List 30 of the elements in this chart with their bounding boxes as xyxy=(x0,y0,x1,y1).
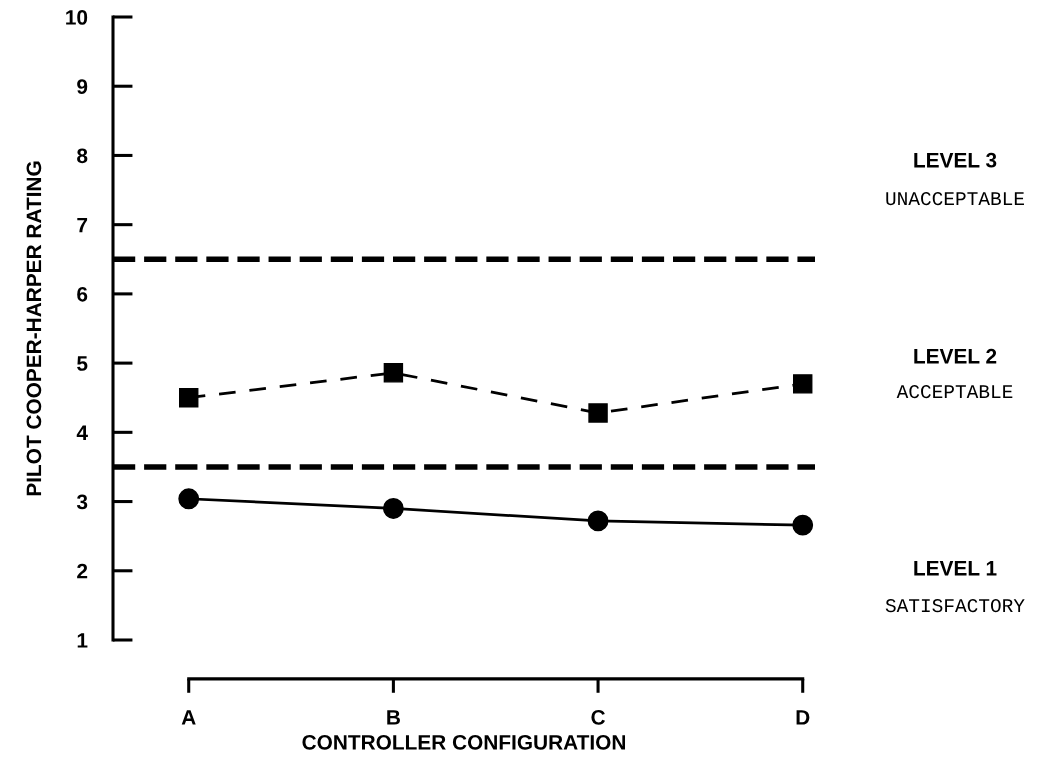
text: ACCEPTABLE xyxy=(896,385,1013,399)
y-tick-label: 7 xyxy=(77,217,88,233)
text: SATISFACTORY xyxy=(885,599,1025,613)
y-tick-label: 5 xyxy=(77,356,88,371)
x-tick-label: A xyxy=(181,710,196,725)
point xyxy=(178,488,200,510)
text: LEVEL 3 xyxy=(914,152,997,168)
x-axis-title: CONTROLLER CONFIGURATION xyxy=(302,734,626,750)
y-tick-label: 8 xyxy=(77,148,88,164)
point xyxy=(792,374,813,394)
y-tick-label: 1 xyxy=(77,633,88,648)
text: LEVEL 1 xyxy=(914,561,997,576)
y-tick-label: 6 xyxy=(77,286,88,302)
point xyxy=(179,387,199,408)
y-tick-label: 10 xyxy=(66,10,88,25)
y-axis-title: PILOT COOPER-HARPER RATING xyxy=(26,161,42,496)
y-tick-label: 9 xyxy=(77,79,88,94)
point xyxy=(382,498,404,519)
text: LEVEL 2 xyxy=(914,348,997,364)
y-tick-label: 2 xyxy=(77,563,88,579)
y-tick-label: 3 xyxy=(76,494,88,510)
x-tick-label: C xyxy=(591,709,606,725)
point xyxy=(587,510,609,532)
point xyxy=(588,403,608,423)
x-tick-label: B xyxy=(387,710,400,725)
x-tick-label: D xyxy=(796,710,810,725)
point xyxy=(792,514,814,536)
y-tick-label: 4 xyxy=(76,425,88,440)
text: UNACCEPTABLE xyxy=(886,192,1024,206)
point xyxy=(383,363,404,383)
